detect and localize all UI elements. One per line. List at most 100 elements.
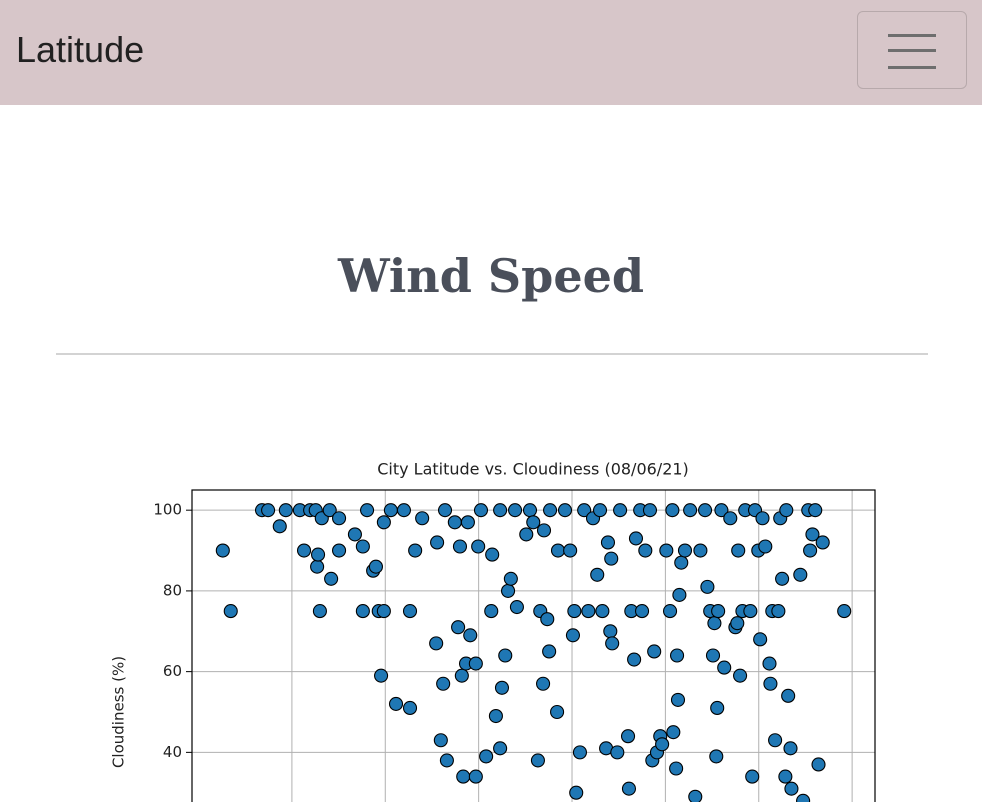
data-point (468, 656, 483, 671)
data-point (322, 503, 337, 518)
data-point (707, 616, 722, 631)
data-point (778, 769, 793, 784)
data-point (388, 696, 404, 711)
data-point (215, 543, 230, 558)
data-point (688, 789, 703, 802)
data-point (698, 503, 713, 518)
data-point (808, 503, 823, 518)
data-point (332, 543, 347, 558)
data-point (627, 652, 642, 667)
data-point (310, 559, 325, 574)
data-point (613, 503, 628, 518)
data-point (642, 503, 658, 518)
data-point (665, 503, 680, 518)
data-point (484, 604, 499, 619)
data-point (383, 503, 398, 518)
data-point (590, 567, 605, 582)
data-point (577, 503, 592, 518)
data-point (468, 769, 483, 784)
data-point (436, 676, 451, 691)
data-point (595, 604, 610, 619)
data-point (479, 749, 494, 764)
plot-frame (191, 489, 876, 802)
data-point (731, 543, 746, 558)
data-point (743, 604, 758, 619)
data-point (485, 547, 500, 562)
data-point (733, 668, 748, 683)
data-point (758, 539, 773, 554)
data-point (296, 543, 312, 558)
data-point (592, 503, 608, 518)
data-point (711, 604, 726, 619)
data-point (781, 688, 796, 703)
data-point (402, 700, 418, 716)
data-point (803, 543, 818, 558)
data-point (543, 503, 558, 518)
data-point (452, 539, 468, 554)
data-point (710, 700, 725, 716)
y-tick-label: 100 (153, 501, 182, 519)
data-point (604, 551, 619, 566)
data-point (261, 503, 276, 518)
data-point (530, 753, 545, 768)
navbar-toggler[interactable] (857, 11, 967, 89)
data-point (324, 571, 339, 586)
data-point (508, 503, 523, 518)
data-point (572, 745, 588, 760)
navbar-brand[interactable]: Latitude (16, 29, 145, 70)
data-point (360, 503, 375, 518)
data-point (408, 543, 423, 558)
data-point (755, 511, 770, 526)
data-point (670, 692, 686, 707)
data-point (723, 511, 738, 526)
data-point (666, 725, 681, 740)
data-point (805, 527, 820, 542)
data-point (763, 676, 778, 691)
data-point (456, 769, 471, 784)
data-point (605, 636, 620, 651)
data-point (669, 761, 684, 776)
data-point (563, 543, 578, 558)
data-point (347, 527, 362, 542)
data-point (674, 555, 689, 570)
data-point (223, 604, 238, 619)
data-point (396, 503, 411, 518)
data-point (745, 769, 760, 784)
data-point (672, 587, 687, 602)
y-tick-label: 40 (163, 743, 182, 761)
data-point (498, 648, 513, 663)
data-point (683, 503, 698, 518)
data-point (610, 745, 625, 760)
data-point (430, 535, 445, 550)
data-point (717, 660, 732, 675)
data-point (569, 785, 584, 800)
data-point (811, 757, 826, 772)
data-point (709, 749, 724, 764)
data-point (837, 604, 852, 619)
data-point (753, 632, 768, 647)
data-point (550, 543, 566, 558)
data-point (503, 571, 518, 586)
data-point (550, 704, 565, 720)
data-point (663, 604, 678, 619)
data-point (415, 511, 430, 526)
data-point (473, 503, 489, 518)
data-point (700, 579, 715, 594)
y-tick-label: 60 (163, 662, 182, 680)
data-point (784, 781, 799, 796)
data-point (638, 543, 653, 558)
data-point (793, 567, 808, 582)
data-point (634, 604, 650, 619)
data-point (278, 503, 293, 518)
data-point (670, 648, 685, 663)
data-point (581, 604, 596, 619)
data-point (557, 503, 573, 518)
data-point (779, 503, 794, 518)
data-point (771, 604, 786, 619)
data-point (796, 793, 811, 802)
data-point (439, 753, 454, 768)
toggler-bar (888, 34, 936, 37)
data-point (355, 604, 370, 619)
data-point (567, 604, 582, 619)
